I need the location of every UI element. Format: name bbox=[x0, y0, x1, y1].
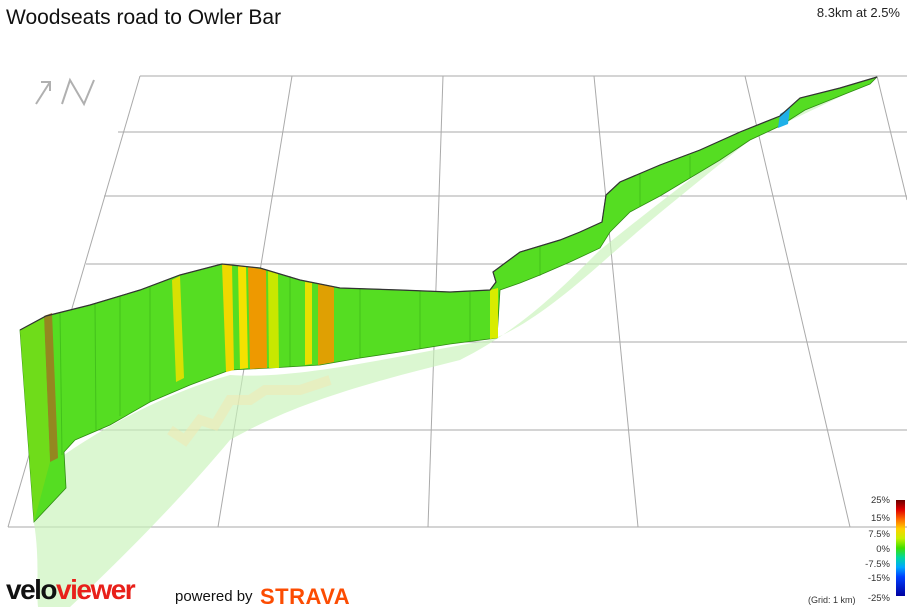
route-summary: 8.3km at 2.5% bbox=[816, 5, 900, 20]
ribbon-shadow bbox=[34, 78, 877, 607]
footer-branding: veloviewer powered by STRAVA bbox=[6, 572, 366, 609]
veloviewer-logo[interactable]: veloviewer bbox=[6, 574, 136, 606]
north-arrow-icon bbox=[35, 77, 95, 107]
legend-label: -15% bbox=[867, 573, 890, 584]
gradient-color-scale bbox=[896, 500, 905, 596]
gradient-legend: 25% 15% 7.5% 0% -7.5% -15% -25% (Grid: 1… bbox=[800, 496, 907, 607]
powered-by-text: powered by bbox=[175, 588, 253, 605]
strava-logo[interactable]: STRAVA bbox=[260, 584, 351, 609]
legend-label: 0% bbox=[876, 544, 890, 555]
brand-part-2: viewer bbox=[56, 574, 136, 605]
legend-label: 7.5% bbox=[868, 529, 890, 540]
legend-label: 15% bbox=[870, 513, 890, 524]
brand-part-1: velo bbox=[6, 574, 58, 605]
legend-label: -7.5% bbox=[865, 559, 890, 570]
legend-label: -25% bbox=[867, 593, 890, 604]
elevation-ribbon bbox=[19, 76, 878, 523]
route-title: Woodseats road to Owler Bar bbox=[6, 6, 282, 29]
grid-scale-note: (Grid: 1 km) bbox=[808, 595, 856, 605]
legend-label: 25% bbox=[870, 495, 890, 506]
